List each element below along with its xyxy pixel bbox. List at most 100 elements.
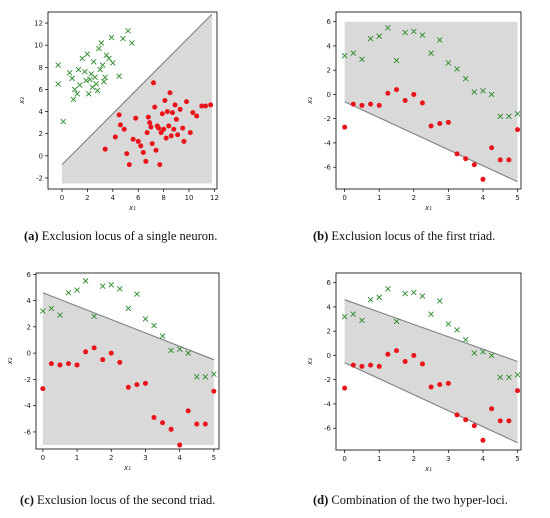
point-green-x (79, 55, 86, 62)
point-red (163, 135, 169, 141)
point-red (350, 362, 356, 368)
x-tick-label: 0 (342, 455, 346, 463)
y-tick-label: 0 (327, 91, 331, 99)
y-axis-label: x₂ (6, 357, 14, 365)
axes-frame (47, 11, 218, 190)
point-green-x (211, 371, 217, 377)
point-red (173, 116, 179, 122)
point-red (177, 442, 183, 448)
point-green-x (116, 73, 122, 79)
point-green-x (393, 57, 400, 64)
point-green-x (83, 77, 89, 84)
point-red (142, 380, 148, 386)
y-tick-label: 6 (327, 18, 332, 26)
point-green-x (97, 66, 103, 73)
y-tick-label: 4 (27, 297, 32, 305)
point-green-x (129, 40, 135, 46)
point-green-x (454, 66, 460, 72)
y-tick-label: -2 (36, 174, 43, 182)
point-green-x (99, 62, 106, 68)
point-red (181, 138, 187, 144)
point-red (117, 122, 123, 128)
exclusion-region (344, 21, 518, 182)
y-tick-label: -4 (24, 402, 32, 410)
y-tick-label: 12 (34, 20, 43, 28)
point-red (91, 345, 97, 351)
point-red (151, 414, 157, 420)
point-red (40, 386, 46, 392)
point-red (199, 103, 205, 109)
point-green-x (99, 283, 106, 289)
point-red (419, 361, 425, 367)
x-tick-label: 6 (136, 194, 141, 202)
x-tick-label: 5 (515, 455, 519, 463)
x-tick-label: 2 (412, 455, 416, 463)
point-red (480, 437, 486, 443)
point-green-x (176, 346, 183, 352)
point-red (177, 106, 183, 112)
y-axis-label: x₂ (306, 358, 314, 366)
exclusion-region (344, 299, 518, 443)
point-green-x (125, 27, 131, 34)
point-red (83, 349, 89, 355)
point-red (48, 361, 54, 367)
point-red (143, 158, 149, 164)
point-red (187, 130, 193, 136)
point-green-x (428, 50, 434, 57)
point-red (74, 362, 80, 368)
point-red (359, 102, 365, 108)
x-tick-label: 8 (161, 194, 165, 202)
x-tick-label: 0 (41, 454, 45, 462)
y-tick-label: 10 (34, 42, 43, 50)
y-tick-label: 2 (327, 67, 331, 75)
exclusion-region (42, 292, 214, 446)
x-tick-label: 3 (143, 454, 147, 462)
caption-text: Exclusion locus of a single neuron. (39, 229, 218, 243)
caption-tag: (a) (24, 229, 39, 243)
chart-panel-b: 0 1 2 3 4 5 -6 -4 -2 0 2 4 6 x₁ x₂ (b) Exclusion locus … (306, 11, 522, 243)
point-red (489, 145, 495, 151)
point-red (116, 112, 122, 118)
point-green-x (436, 298, 443, 304)
y-tick-label: 6 (327, 279, 332, 287)
point-red (368, 101, 374, 107)
point-red (154, 123, 160, 129)
y-tick-label: 4 (327, 303, 332, 311)
point-red (419, 100, 425, 106)
axes-frame (35, 272, 220, 450)
x-tick-label: 5 (515, 194, 519, 202)
point-red (506, 418, 512, 424)
point-green-x (109, 60, 116, 66)
point-green-x (402, 29, 408, 36)
boundary-line (344, 299, 518, 363)
point-green-x (93, 81, 100, 87)
x-tick-label: 0 (60, 194, 64, 202)
point-green-x (91, 313, 97, 320)
point-red (180, 125, 186, 131)
point-green-x (92, 74, 98, 81)
chart-panel-d: 0 1 2 3 4 5 -6 -4 -2 0 2 4 6 x₁ x₂ (d) Combination of t… (306, 272, 522, 507)
point-green-x (40, 308, 46, 314)
point-red (428, 123, 434, 129)
y-tick-label: -6 (324, 425, 332, 433)
y-tick-label: -4 (324, 400, 332, 408)
caption-tag: (b) (313, 229, 328, 243)
point-green-x (462, 336, 469, 343)
point-green-x (497, 374, 504, 381)
point-red (57, 362, 63, 368)
point-red (489, 406, 495, 412)
point-red (135, 138, 141, 144)
point-green-x (341, 52, 348, 59)
point-green-x (82, 68, 88, 75)
point-red (194, 421, 200, 427)
point-green-x (85, 91, 92, 97)
point-red (203, 103, 209, 109)
point-red (342, 124, 348, 130)
point-red (497, 157, 503, 163)
point-green-x (385, 24, 391, 31)
point-green-x (98, 40, 105, 46)
point-red (130, 136, 136, 142)
point-red (175, 132, 181, 138)
y-tick-label: 4 (39, 108, 44, 116)
